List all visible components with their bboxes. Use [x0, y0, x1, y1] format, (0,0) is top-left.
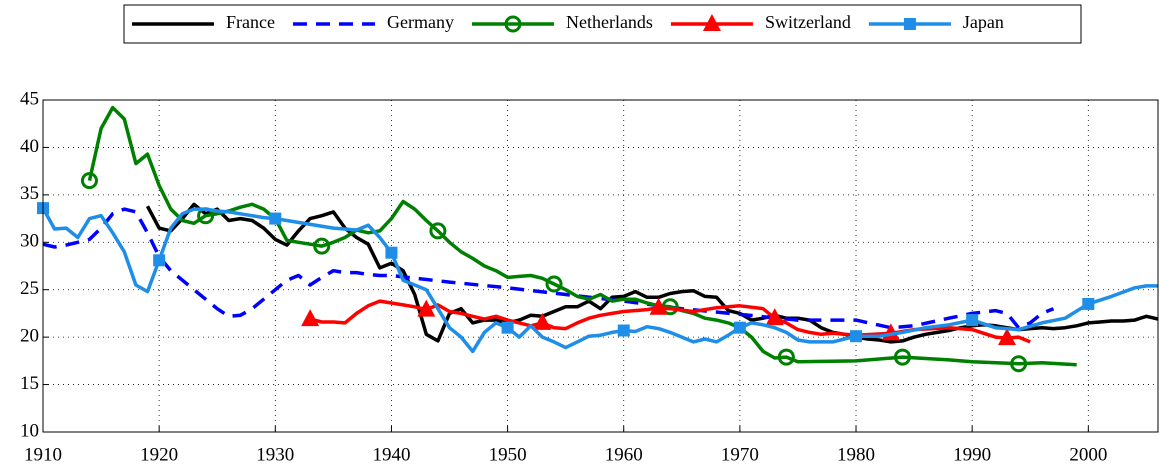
marker: [385, 246, 398, 259]
x-tick-label: 1910: [24, 444, 62, 465]
marker: [313, 237, 331, 255]
x-tick-label: 1970: [721, 444, 759, 465]
x-tick-label: 2000: [1069, 444, 1107, 465]
marker: [533, 312, 552, 330]
series-line: [145, 202, 1159, 344]
marker: [1082, 297, 1095, 310]
x-tick-label: 1940: [372, 444, 410, 465]
marker: [850, 330, 863, 343]
marker: [269, 212, 282, 225]
y-tick-label: 40: [20, 136, 39, 157]
y-tick-label: 35: [20, 183, 39, 204]
marker: [80, 172, 98, 190]
marker: [903, 18, 916, 30]
marker: [966, 314, 979, 327]
y-tick-label: 30: [20, 231, 39, 252]
y-tick-label: 10: [20, 420, 39, 441]
marker: [765, 308, 784, 326]
x-tick-label: 1950: [489, 444, 527, 465]
plot-lines: [37, 105, 1159, 373]
x-tick-label: 1960: [605, 444, 643, 465]
legend-label: France: [226, 12, 275, 32]
marker: [429, 222, 447, 240]
legend-label: Netherlands: [566, 12, 653, 32]
legend-label: Switzerland: [765, 12, 851, 32]
series-line: [41, 207, 1158, 354]
marker: [417, 299, 436, 317]
marker: [504, 15, 522, 33]
y-tick-label: 25: [20, 278, 39, 299]
marker: [501, 321, 514, 334]
legend: France Germany Netherlands Switzerland Japan: [132, 12, 1004, 33]
marker: [649, 297, 668, 315]
axes-frame: [42, 99, 1159, 433]
grid: [42, 99, 1158, 433]
x-tick-label: 1980: [837, 444, 875, 465]
marker: [893, 348, 911, 366]
marker: [998, 328, 1017, 346]
marker: [545, 275, 563, 293]
marker: [301, 309, 320, 327]
x-tick-label: 1990: [953, 444, 991, 465]
marker: [153, 254, 166, 267]
y-tick-label: 15: [20, 373, 39, 394]
marker: [733, 321, 746, 334]
marker: [702, 14, 721, 31]
x-tick-label: 1920: [140, 444, 178, 465]
legend-label: Japan: [963, 12, 1004, 32]
marker: [617, 324, 630, 337]
legend-label: Germany: [387, 12, 454, 32]
marker: [1010, 355, 1028, 373]
y-tick-label: 20: [20, 326, 39, 347]
x-tick-label: 1930: [256, 444, 294, 465]
y-tick-label: 45: [20, 88, 39, 109]
series-line: [42, 207, 1055, 330]
marker: [777, 348, 795, 366]
